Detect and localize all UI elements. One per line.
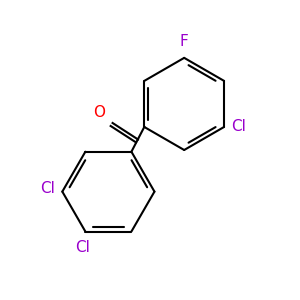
Text: F: F bbox=[180, 34, 189, 49]
Text: Cl: Cl bbox=[75, 240, 90, 255]
Text: Cl: Cl bbox=[232, 119, 246, 134]
Text: Cl: Cl bbox=[40, 181, 55, 196]
Text: O: O bbox=[93, 105, 105, 120]
